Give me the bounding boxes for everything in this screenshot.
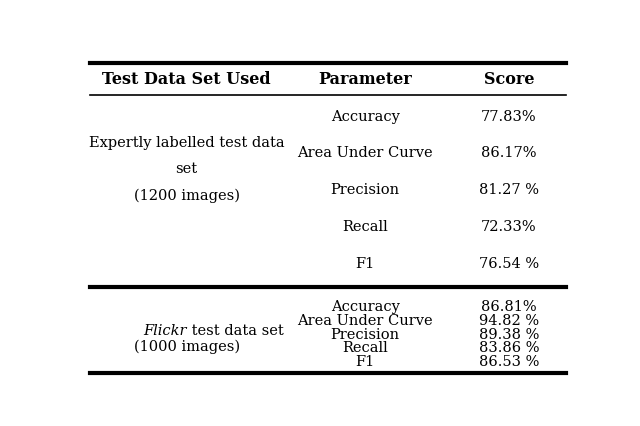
Text: 83.86 %: 83.86 % [479,341,540,355]
Text: Precision: Precision [331,328,400,342]
Text: (1000 images): (1000 images) [134,339,240,354]
Text: Area Under Curve: Area Under Curve [298,314,433,328]
Text: Score: Score [484,70,534,87]
Text: Expertly labelled test data: Expertly labelled test data [89,136,284,150]
Text: 86.53 %: 86.53 % [479,355,540,369]
Text: 86.17%: 86.17% [481,147,537,161]
Text: F1: F1 [356,355,375,369]
Text: set: set [175,162,198,176]
Text: test data set: test data set [187,324,284,337]
Text: 81.27 %: 81.27 % [479,183,539,197]
Text: 89.38 %: 89.38 % [479,328,540,342]
Text: Test Data Set Used: Test Data Set Used [102,70,271,87]
Text: Recall: Recall [342,341,388,355]
Text: 77.83%: 77.83% [481,110,537,124]
Text: 86.81%: 86.81% [481,300,537,314]
Text: Parameter: Parameter [318,70,412,87]
Text: Area Under Curve: Area Under Curve [298,147,433,161]
Text: 94.82 %: 94.82 % [479,314,539,328]
Text: Flickr: Flickr [143,324,187,337]
Text: Accuracy: Accuracy [331,300,399,314]
Text: Accuracy: Accuracy [331,110,399,124]
Text: 76.54 %: 76.54 % [479,257,539,271]
Text: 72.33%: 72.33% [481,220,537,234]
Text: Recall: Recall [342,220,388,234]
Text: Precision: Precision [331,183,400,197]
Text: F1: F1 [356,257,375,271]
Text: (1200 images): (1200 images) [134,188,239,203]
